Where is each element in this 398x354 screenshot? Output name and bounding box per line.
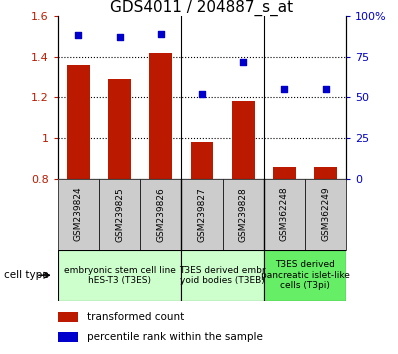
Text: T3ES derived embr
yoid bodies (T3EB): T3ES derived embr yoid bodies (T3EB) — [179, 266, 266, 285]
Bar — [108, 79, 131, 342]
Bar — [181, 250, 264, 301]
Bar — [99, 179, 140, 250]
Text: GSM362248: GSM362248 — [280, 187, 289, 241]
Bar — [232, 101, 255, 342]
Bar — [181, 179, 222, 250]
Point — [322, 86, 329, 92]
Text: transformed count: transformed count — [87, 312, 184, 322]
Title: GDS4011 / 204887_s_at: GDS4011 / 204887_s_at — [110, 0, 294, 16]
Text: GSM239824: GSM239824 — [74, 187, 83, 241]
Text: T3ES derived
pancreatic islet-like
cells (T3pi): T3ES derived pancreatic islet-like cells… — [261, 260, 349, 290]
Bar — [305, 179, 346, 250]
Bar — [264, 179, 305, 250]
Text: GSM239826: GSM239826 — [156, 187, 165, 241]
Point — [240, 59, 246, 64]
Text: cell type: cell type — [4, 270, 49, 280]
Bar — [58, 332, 78, 342]
Point — [75, 33, 82, 38]
Bar — [67, 65, 90, 342]
Text: GSM239825: GSM239825 — [115, 187, 124, 241]
Bar — [222, 179, 264, 250]
Bar — [58, 312, 78, 322]
Text: GSM239828: GSM239828 — [239, 187, 248, 241]
Point — [116, 34, 123, 40]
Bar — [273, 166, 296, 342]
Bar — [149, 52, 172, 342]
Bar — [140, 179, 181, 250]
Point — [281, 86, 288, 92]
Bar — [58, 179, 99, 250]
Bar — [191, 142, 213, 342]
Point — [199, 91, 205, 97]
Text: GSM239827: GSM239827 — [197, 187, 207, 241]
Text: percentile rank within the sample: percentile rank within the sample — [87, 332, 262, 342]
Text: embryonic stem cell line
hES-T3 (T3ES): embryonic stem cell line hES-T3 (T3ES) — [64, 266, 176, 285]
Point — [158, 31, 164, 37]
Bar — [314, 166, 337, 342]
Bar — [58, 250, 181, 301]
Bar — [264, 250, 346, 301]
Text: GSM362249: GSM362249 — [321, 187, 330, 241]
